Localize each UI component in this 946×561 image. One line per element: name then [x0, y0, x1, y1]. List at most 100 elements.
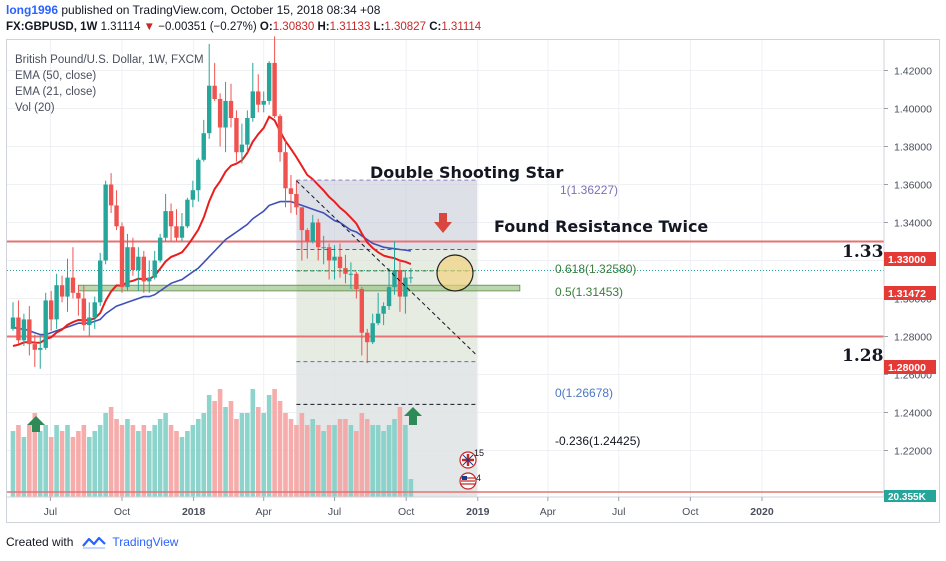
open-label: O:	[259, 21, 273, 33]
candle-body	[179, 226, 185, 238]
price-tag-133: 1.33000	[884, 252, 936, 266]
legend-volume[interactable]: Vol (20)	[15, 102, 55, 114]
candle-body	[43, 300, 48, 348]
ema50-line	[12, 200, 412, 336]
candle-body	[256, 91, 261, 105]
candle-body	[305, 230, 310, 242]
price-tick-label: 1.22000	[894, 446, 932, 458]
volume-bar	[359, 413, 365, 497]
volume-bar	[163, 413, 168, 497]
candle-body	[332, 256, 337, 261]
volume-bar	[343, 419, 348, 497]
candle-body	[81, 298, 87, 326]
candle-body	[277, 116, 283, 153]
candle-body	[174, 226, 179, 238]
volume-bar	[48, 437, 54, 497]
tradingview-logo-icon	[82, 536, 107, 549]
volume-bar	[59, 431, 65, 497]
volume-bars	[10, 389, 414, 497]
candle-body	[299, 207, 305, 231]
candle-body	[21, 319, 27, 341]
fib-0-label: 0(1.26678)	[555, 386, 613, 400]
candle-body	[108, 184, 114, 206]
volume-bar	[386, 425, 392, 497]
volume-bar	[43, 425, 48, 497]
close-label: C:	[429, 21, 442, 33]
resistance-highlight-circle	[436, 254, 474, 292]
candle-body	[136, 256, 141, 270]
time-tick-label: Oct	[398, 506, 414, 518]
volume-bar	[87, 437, 92, 497]
fib-m0236-label: -0.236(1.24425)	[555, 434, 640, 448]
candle-body	[386, 287, 392, 307]
author-name[interactable]: long1996	[6, 3, 59, 17]
candle-body	[185, 199, 190, 227]
volume-bar	[239, 413, 245, 497]
symbol-label: FX:GBPUSD, 1W	[6, 21, 98, 33]
candle-body	[283, 152, 288, 189]
candle-body	[310, 222, 315, 242]
chart-frame[interactable]	[6, 39, 940, 523]
price-tick-label: 1.28000	[894, 332, 932, 344]
time-tick-label: Apr	[256, 506, 273, 518]
candle-body	[130, 247, 136, 270]
volume-bar	[397, 407, 403, 497]
candle-body	[337, 256, 343, 269]
candle-body	[10, 317, 16, 329]
candle-body	[163, 211, 168, 238]
candle-body	[152, 260, 157, 278]
volume-bar	[277, 401, 283, 497]
volume-bar	[283, 413, 288, 497]
high-value: 1.31133	[329, 21, 371, 33]
candle-body	[245, 118, 250, 145]
candles	[10, 36, 414, 369]
legend-ema50[interactable]: EMA (50, close)	[15, 70, 97, 82]
us-flag-event-icon[interactable]	[459, 472, 477, 490]
volume-bar	[103, 413, 108, 497]
fib-lines	[296, 179, 478, 405]
legend-ema21[interactable]: EMA (21, close)	[15, 86, 97, 98]
candle-body	[59, 285, 65, 297]
candle-body	[141, 256, 146, 282]
candle-body	[114, 205, 119, 227]
candle-body	[207, 85, 212, 134]
time-tick-label: Jul	[44, 506, 57, 518]
candle-body	[228, 100, 234, 118]
tradingview-link[interactable]: TradingView	[112, 535, 179, 549]
fib-05-label: 0.5(1.31453)	[555, 285, 623, 299]
volume-bar	[212, 401, 217, 497]
uk-flag-event-icon[interactable]	[459, 451, 477, 469]
price-change: −0.00351 (−0.27%)	[158, 21, 257, 33]
volume-bar	[310, 419, 316, 497]
candle-body	[92, 302, 97, 318]
candle-body	[408, 277, 414, 279]
double-shooting-star-label: Double Shooting Star	[370, 163, 563, 182]
low-value: 1.30827	[384, 21, 426, 33]
volume-bar	[65, 425, 70, 497]
volume-bar	[196, 419, 201, 497]
volume-bar	[245, 413, 250, 497]
candle-body	[125, 247, 130, 288]
candle-body	[370, 323, 375, 343]
volume-bar	[370, 425, 375, 497]
candle-body	[119, 226, 125, 288]
candle-body	[359, 289, 364, 333]
price-axis[interactable]: 1.420001.400001.380001.360001.340001.320…	[883, 40, 932, 497]
volume-bar	[108, 407, 114, 497]
candle-body	[403, 277, 408, 297]
volume-bar	[92, 431, 98, 497]
volume-bar	[266, 395, 272, 497]
time-axis[interactable]: Jul Oct 2018 Apr Jul Oct 2019 Apr Jul Oct 2020	[7, 496, 884, 518]
symbol-info: FX:GBPUSD, 1W 1.31114 ▼ −0.00351 (−0.27%…	[6, 21, 481, 33]
time-tick-label: 2019	[466, 506, 490, 518]
candle-body	[168, 211, 174, 227]
price-tick-label: 1.40000	[894, 104, 932, 116]
open-value: 1.30830	[272, 21, 315, 33]
candle-body	[147, 277, 152, 282]
svg-text:1.28000: 1.28000	[888, 362, 926, 374]
volume-bar	[114, 419, 119, 497]
candle-body	[65, 277, 70, 297]
candle-body	[239, 144, 245, 153]
volume-bar	[250, 389, 256, 497]
